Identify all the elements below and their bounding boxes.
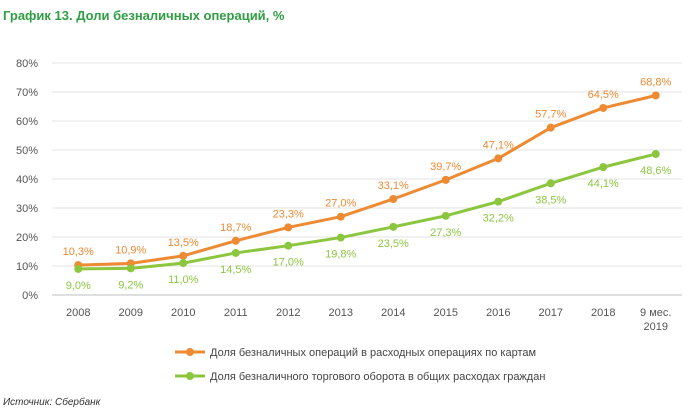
y-tick-label: 80%: [16, 58, 38, 70]
data-point: [284, 241, 293, 250]
y-tick-label: 40%: [16, 174, 38, 186]
x-tick-label: 2008: [66, 307, 90, 319]
legend-label: Доля безналичных операций в расходных оп…: [210, 347, 536, 359]
data-label: 23,5%: [378, 238, 409, 250]
data-label: 44,1%: [588, 178, 619, 190]
data-point: [284, 223, 293, 232]
x-tick-label: 2010: [171, 307, 195, 319]
y-tick-label: 20%: [16, 232, 38, 244]
data-point: [336, 212, 345, 221]
data-point: [651, 150, 660, 159]
data-point: [599, 103, 608, 112]
data-label: 9,0%: [66, 280, 91, 292]
y-tick-label: 50%: [16, 145, 38, 157]
data-point: [74, 264, 83, 273]
source-note: Источник: Сбербанк: [3, 397, 101, 408]
data-label: 19,8%: [325, 249, 356, 261]
data-label: 17,0%: [273, 257, 304, 269]
chart-title: График 13. Доли безналичных операций, %: [3, 8, 285, 23]
series-line-1: [78, 94, 657, 267]
data-label: 38,5%: [535, 194, 566, 206]
data-point: [494, 197, 503, 206]
legend-item-2: Доля безналичного торгового оборота в об…: [175, 371, 545, 383]
y-axis-ticks: 0% 10% 20% 30% 40% 50% 60% 70% 80%: [16, 58, 38, 302]
y-tick-label: 70%: [16, 87, 38, 99]
x-tick-label: 2017: [539, 307, 563, 319]
data-label: 68,8%: [640, 76, 671, 88]
series-group: [74, 91, 660, 273]
y-tick-label: 30%: [16, 203, 38, 215]
data-point: [179, 259, 188, 268]
x-tick-label: 2015: [434, 307, 458, 319]
x-tick-label: 2019: [644, 321, 668, 333]
data-point: [441, 211, 450, 220]
x-tick-label: 2013: [329, 307, 353, 319]
data-point: [494, 154, 503, 163]
data-point: [179, 251, 188, 260]
data-point: [546, 123, 555, 132]
data-label: 10,3%: [63, 246, 94, 258]
data-label: 33,1%: [378, 180, 409, 192]
data-point: [336, 233, 345, 242]
data-point: [389, 195, 398, 204]
legend-item-1: Доля безналичных операций в расходных оп…: [175, 347, 536, 359]
data-label: 48,6%: [640, 165, 671, 177]
data-point: [389, 222, 398, 231]
y-tick-label: 0%: [22, 290, 38, 302]
data-label: 64,5%: [588, 89, 619, 101]
x-tick-label: 9 мес.: [640, 307, 671, 319]
legend-label: Доля безналичного торгового оборота в об…: [210, 371, 545, 383]
data-label: 18,7%: [220, 222, 251, 234]
legend: Доля безналичных операций в расходных оп…: [175, 347, 545, 383]
x-tick-label: 2014: [381, 307, 405, 319]
data-label: 11,0%: [168, 274, 199, 286]
x-tick-label: 2012: [276, 307, 300, 319]
x-axis-ticks: 2008 2009 2010 2011 2012 2013 2014 2015 2016 2017…: [66, 307, 671, 333]
data-label: 39,7%: [430, 161, 461, 173]
data-label: 9,2%: [118, 279, 143, 291]
data-label: 14,5%: [220, 264, 251, 276]
data-point: [651, 91, 660, 100]
y-tick-label: 10%: [16, 261, 38, 273]
x-tick-label: 2011: [224, 307, 248, 319]
data-point: [231, 248, 240, 257]
data-point: [231, 236, 240, 245]
data-point: [126, 264, 135, 273]
y-tick-label: 60%: [16, 116, 38, 128]
data-label: 10,9%: [115, 244, 146, 256]
x-tick-label: 2018: [591, 307, 615, 319]
data-labels: 10,3% 10,9% 13,5% 18,7% 23,3% 27,0% 33,1% 39,7%…: [63, 76, 672, 291]
x-tick-label: 2009: [119, 307, 143, 319]
legend-swatch-marker: [186, 348, 194, 356]
data-label: 27,0%: [325, 198, 356, 210]
data-label: 32,2%: [483, 213, 514, 225]
data-label: 23,3%: [273, 208, 304, 220]
data-label: 27,3%: [430, 227, 461, 239]
data-label: 47,1%: [483, 139, 514, 151]
x-tick-label: 2016: [486, 307, 510, 319]
data-label: 57,7%: [535, 109, 566, 121]
data-label: 13,5%: [168, 237, 199, 249]
legend-swatch-marker: [186, 372, 194, 380]
data-point: [441, 175, 450, 184]
data-point: [546, 179, 555, 188]
data-point: [599, 163, 608, 172]
series-line-2: [78, 152, 657, 271]
